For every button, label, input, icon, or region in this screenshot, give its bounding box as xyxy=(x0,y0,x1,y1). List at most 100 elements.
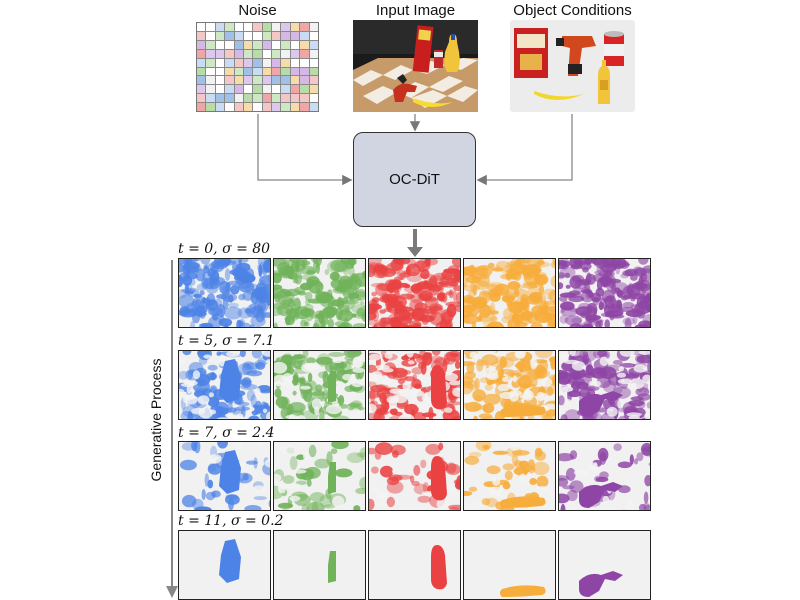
noise-blob xyxy=(425,443,441,455)
noise-cell xyxy=(225,85,234,94)
noise-blob xyxy=(225,494,239,500)
noise-blob xyxy=(311,502,319,510)
noise-blob xyxy=(194,442,201,454)
noise-blob xyxy=(492,450,509,455)
noise-gap xyxy=(536,391,545,402)
noise-gap xyxy=(191,407,206,415)
noise-blob xyxy=(220,293,238,302)
noise-blob xyxy=(429,278,435,284)
noise-blob xyxy=(187,411,193,419)
noise-blob xyxy=(484,384,493,391)
noise-blob xyxy=(254,300,269,314)
noise-blob xyxy=(468,486,478,492)
noise-blob xyxy=(369,299,380,314)
noise-blob xyxy=(527,286,541,298)
noise-gap xyxy=(266,359,270,364)
noise-blob xyxy=(378,317,390,327)
noise-gap xyxy=(565,399,572,407)
input-image xyxy=(353,20,478,112)
noise-gap xyxy=(391,468,403,475)
tile-step-3-banana xyxy=(463,530,556,600)
noise-blob xyxy=(349,297,362,302)
noise-blob xyxy=(421,325,431,327)
noise-blob xyxy=(322,382,328,390)
noise-blob xyxy=(263,259,270,273)
noise-blob xyxy=(208,301,213,315)
noise-gap xyxy=(274,374,288,387)
noise-gap xyxy=(444,372,458,382)
noise-cell xyxy=(290,94,300,103)
noise-blob xyxy=(282,475,295,484)
noise-label: Noise xyxy=(238,2,277,19)
noise-blob xyxy=(356,452,365,458)
noise-cell xyxy=(197,31,206,40)
noise-cell xyxy=(234,58,243,67)
noise-blob xyxy=(429,312,446,326)
noise-blob xyxy=(370,384,387,393)
step-label-0: t = 0, σ = 80 xyxy=(178,241,271,257)
noise-blob xyxy=(566,489,578,502)
noise-blob xyxy=(274,272,282,284)
noise-cell xyxy=(234,76,243,85)
noise-blob xyxy=(451,259,460,268)
noise-blob xyxy=(481,317,494,326)
noise-blob xyxy=(241,362,252,375)
noise-blob xyxy=(620,295,628,301)
noise-blob xyxy=(638,259,649,265)
noise-blob xyxy=(633,458,639,465)
noise-blob xyxy=(388,474,403,482)
noise-blob xyxy=(473,415,478,419)
noise-blob xyxy=(207,463,222,475)
noise-blob xyxy=(509,262,525,276)
noise-blob xyxy=(238,379,252,386)
noise-blob xyxy=(310,259,322,263)
noise-blob xyxy=(564,315,583,326)
noise-blob xyxy=(338,395,345,406)
noise-blob xyxy=(486,281,503,288)
noise-blob xyxy=(305,357,316,364)
mask-mustard-bottle xyxy=(579,571,623,597)
noise-blob xyxy=(386,496,395,508)
noise-blob xyxy=(604,319,610,327)
noise-blob xyxy=(306,279,315,288)
noise-gap xyxy=(530,357,538,370)
object-conditions-label: Object Conditions xyxy=(513,2,632,19)
noise-blob xyxy=(344,385,355,392)
noise-cell xyxy=(281,67,290,76)
tile-step-3-power-drill xyxy=(273,530,366,600)
noise-blob xyxy=(242,473,249,481)
noise-blob xyxy=(454,360,460,369)
noise-gap xyxy=(602,495,610,504)
noise-cell xyxy=(206,40,215,49)
noise-cell xyxy=(272,31,281,40)
noise-blob xyxy=(350,304,365,314)
noise-blob xyxy=(485,497,498,508)
noise-cell xyxy=(309,40,318,49)
tile-step-3-cracker-box xyxy=(178,530,271,600)
noise-cell xyxy=(215,31,225,40)
noise-blob xyxy=(491,267,504,272)
noise-cell xyxy=(215,67,225,76)
noise-blob xyxy=(395,324,410,327)
noise-blob xyxy=(559,314,568,324)
noise-blob xyxy=(337,309,354,322)
noise-blob xyxy=(259,275,270,286)
noise-cell xyxy=(234,31,243,40)
noise-gap xyxy=(274,361,288,374)
noise-blob xyxy=(625,309,644,318)
noise-blob xyxy=(636,452,644,462)
noise-blob xyxy=(572,260,582,264)
noise-cell xyxy=(206,67,215,76)
tile-step-3-mustard-bottle xyxy=(558,530,651,600)
noise-gap xyxy=(487,486,504,494)
noise-gap xyxy=(522,390,534,401)
noise-gap xyxy=(443,407,453,413)
noise-cell xyxy=(290,76,300,85)
noise-gap xyxy=(464,396,471,402)
noise-blob xyxy=(314,318,319,327)
noise-blob xyxy=(236,319,242,327)
noise-blob xyxy=(200,298,212,307)
noise-blob xyxy=(629,454,634,465)
noise-blob xyxy=(547,314,555,327)
noise-blob xyxy=(394,308,401,314)
